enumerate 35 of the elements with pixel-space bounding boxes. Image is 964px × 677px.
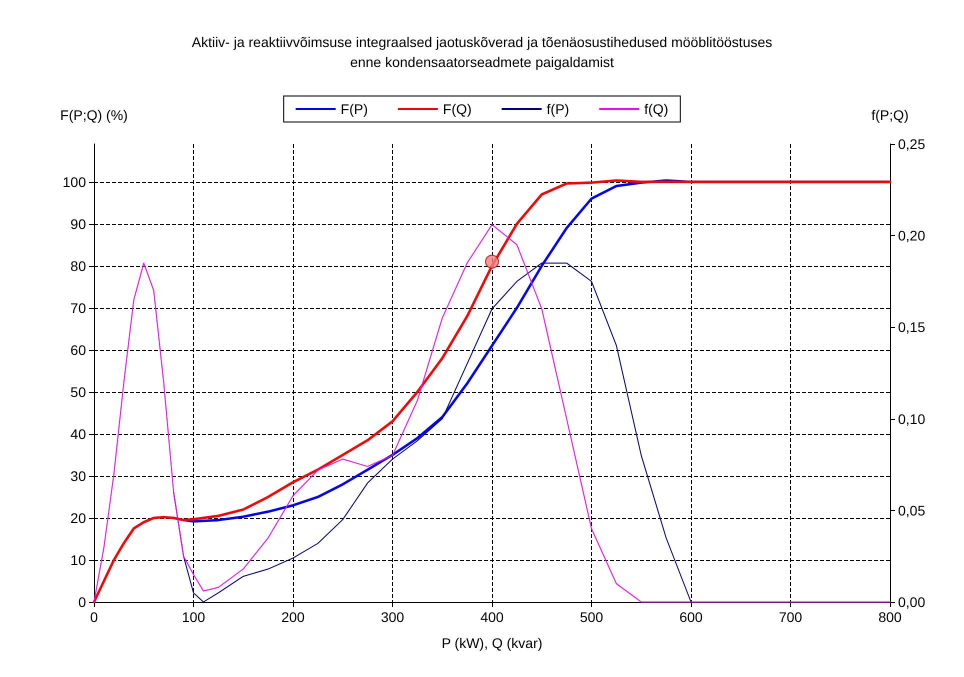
y-tick-label: 60 [70,342,86,358]
y-tick-label: 70 [70,300,86,316]
x-tick-label: 600 [679,609,703,625]
y-tick-label: 100 [62,174,86,190]
y-tick-label: 90 [70,216,86,232]
x-tick-label: 100 [182,609,206,625]
y-tick-label: 10 [70,552,86,568]
y2-axis-title: f(P;Q) [871,107,909,123]
chart-title: Aktiiv- ja reaktiivvõimsuse integraalsed jaotuskõverad ja tõenäosustihedused mööblitööstuses [192,34,772,50]
x-tick-label: 500 [580,609,604,625]
y2-tick-label: 0,25 [898,136,926,152]
y-tick-label: 30 [70,468,86,484]
y-tick-label: 20 [70,510,86,526]
legend-label: f(P) [546,101,570,117]
legend-label: F(Q) [442,101,472,117]
x-tick-label: 400 [480,609,504,625]
y2-tick-label: 0,00 [898,594,926,610]
x-tick-label: 0 [90,609,98,625]
y-tick-label: 80 [70,258,86,274]
x-tick-label: 800 [878,609,902,625]
y-tick-label: 0 [78,594,86,610]
legend-label: f(Q) [644,101,668,117]
legend-label: F(P) [340,101,368,117]
y2-tick-label: 0,05 [898,502,926,518]
y-tick-label: 50 [70,384,86,400]
y-tick-label: 40 [70,426,86,442]
x-axis-title: P (kW), Q (kvar) [442,635,542,651]
y-axis-title: F(P;Q) (%) [60,107,128,123]
y2-tick-label: 0,20 [898,228,926,244]
x-tick-label: 700 [778,609,802,625]
x-tick-label: 300 [380,609,404,625]
x-tick-label: 200 [281,609,305,625]
y2-tick-label: 0,15 [898,319,926,336]
chart-subtitle: enne kondensaatorseadmete paigaldamist [350,54,614,70]
y2-tick-label: 0,10 [898,410,926,427]
